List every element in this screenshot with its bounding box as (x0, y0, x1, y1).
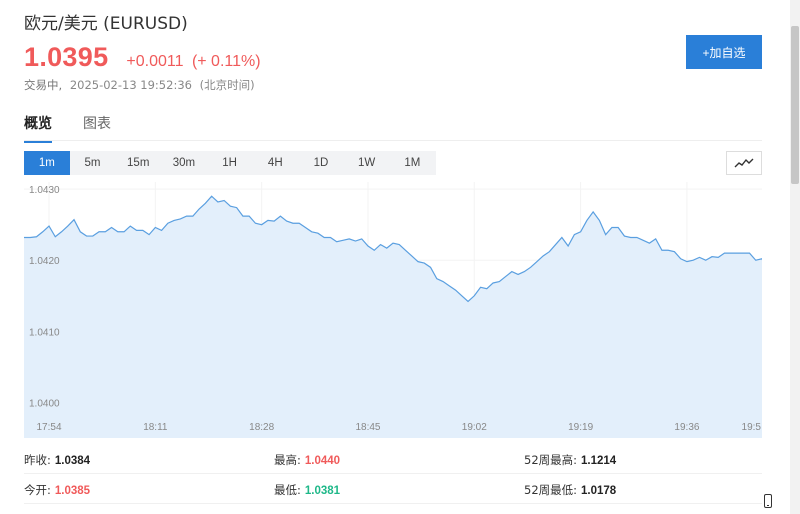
stat-52w-high: 52周最高: 1.1214 (524, 452, 616, 468)
timezone-label: (北京时间) (199, 78, 255, 92)
tab-chart[interactable]: 图表 (83, 116, 111, 132)
stat-label: 昨收: (24, 453, 51, 467)
x-tick-label: 19:19 (568, 422, 593, 433)
x-tick-label: 18:28 (249, 422, 274, 433)
stat-low: 最低: 1.0381 (274, 482, 340, 498)
price-chart[interactable]: 1.0430 1.0420 1.0410 1.0400 17:54 18:11 18:28 1… (24, 182, 762, 438)
x-tick-label: 19:02 (462, 422, 487, 433)
interval-30m[interactable]: 30m (172, 157, 196, 169)
interval-selector: 1m 5m 15m 30m 1H 4H 1D 1W 1M (24, 151, 436, 175)
interval-15m[interactable]: 15m (127, 157, 150, 169)
mobile-icon[interactable] (764, 494, 772, 508)
interval-1d[interactable]: 1D (313, 157, 329, 169)
price-change-percent: (+ 0.11%) (191, 53, 261, 70)
y-tick-label: 1.0410 (29, 327, 60, 338)
tab-overview[interactable]: 概览 (24, 113, 52, 143)
stat-label: 今开: (24, 483, 51, 497)
page-scrollbar[interactable] (790, 0, 800, 514)
interval-1m[interactable]: 1m (24, 151, 70, 175)
tab-bar: 概览 图表 (24, 113, 762, 143)
stat-label: 最低: (274, 483, 301, 497)
stats-row: 今开: 1.0385 最低: 1.0381 52周最低: 1.0178 (24, 474, 762, 504)
stat-prev-close: 昨收: 1.0384 (24, 452, 90, 468)
stat-value: 1.0178 (581, 485, 617, 497)
last-price: 1.0395 (24, 42, 109, 72)
trading-status: 交易中, 2025-02-13 19:52:36 (北京时间) (24, 77, 255, 93)
stat-value: 1.0381 (304, 485, 341, 497)
x-tick-label: 17:54 (37, 422, 62, 433)
line-chart-icon (734, 158, 754, 168)
chart-type-button[interactable] (726, 151, 762, 175)
stat-label: 最高: (274, 453, 301, 467)
stats-row: 昨收: 1.0384 最高: 1.0440 52周最高: 1.1214 (24, 444, 762, 474)
stat-open: 今开: 1.0385 (24, 482, 90, 498)
stat-value: 1.0385 (54, 485, 91, 497)
stat-label: 52周最高: (524, 453, 578, 467)
y-tick-label: 1.0400 (29, 398, 60, 409)
interval-4h[interactable]: 4H (267, 157, 283, 169)
price-line (24, 195, 762, 303)
scrollbar-thumb[interactable] (791, 26, 799, 184)
stat-value: 1.0440 (304, 455, 341, 467)
stat-value: 1.0384 (54, 455, 91, 467)
price-row: 1.0395 +0.0011 (+ 0.11%) (24, 42, 261, 73)
price-change-value: +0.0011 (126, 53, 184, 70)
stats-panel: 昨收: 1.0384 最高: 1.0440 52周最高: 1.1214 今开: 1.03… (24, 444, 762, 504)
interval-5m[interactable]: 5m (84, 157, 101, 169)
interval-1mo[interactable]: 1M (404, 157, 421, 169)
stat-label: 52周最低: (524, 483, 578, 497)
x-tick-label: 18:45 (355, 422, 380, 433)
page-title: 欧元/美元 (EURUSD) (24, 14, 188, 34)
stat-high: 最高: 1.0440 (274, 452, 340, 468)
interval-1w[interactable]: 1W (358, 157, 376, 169)
price-chart-svg: 1.0430 1.0420 1.0410 1.0400 17:54 18:11 18:28 1… (24, 182, 762, 438)
price-area (24, 196, 762, 438)
interval-1h[interactable]: 1H (222, 157, 237, 169)
timestamp: 2025-02-13 19:52:36 (69, 78, 192, 92)
price-change: +0.0011 (+ 0.11%) (126, 53, 260, 71)
status-label: 交易中, (24, 78, 63, 92)
stat-value: 1.1214 (581, 455, 617, 467)
add-to-watchlist-button[interactable]: +加自选 (686, 35, 762, 69)
x-tick-label: 19:5 (742, 422, 762, 433)
x-tick-label: 19:36 (674, 422, 699, 433)
x-tick-label: 18:11 (143, 422, 168, 433)
y-tick-label: 1.0430 (29, 185, 60, 196)
y-tick-label: 1.0420 (29, 256, 60, 267)
stat-52w-low: 52周最低: 1.0178 (524, 482, 616, 498)
